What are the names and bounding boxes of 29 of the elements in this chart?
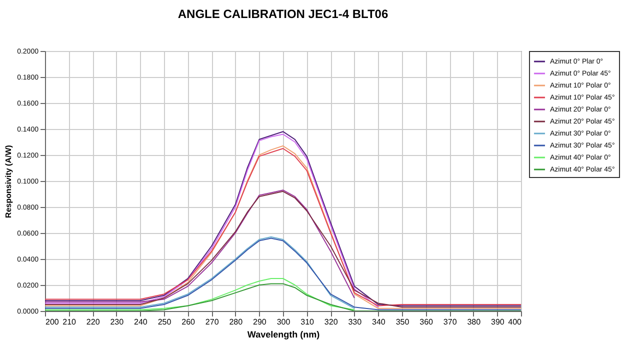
x-tick-label: 290	[253, 318, 267, 326]
x-tick-label: 340	[372, 318, 386, 326]
line-series	[45, 278, 355, 310]
x-tick-label: 320	[324, 318, 338, 326]
x-tick-label: 270	[205, 318, 220, 326]
x-tick-label: 220	[86, 318, 100, 326]
x-tick-label: 310	[300, 318, 315, 326]
line-series	[45, 236, 355, 309]
x-tick-label: 370	[443, 318, 458, 326]
x-tick-label: 330	[348, 318, 362, 326]
x-tick-label: 200	[46, 318, 60, 326]
line-series	[45, 190, 355, 302]
x-tick-label: 350	[396, 318, 410, 326]
x-tick-label: 230	[110, 318, 124, 326]
y-axis-title: Responsivity (A/W)	[4, 144, 14, 218]
line-series	[45, 134, 379, 308]
chart-title: ANGLE CALIBRATION JEC1-4 BLT06	[178, 7, 388, 21]
x-axis-title: Wavelength (nm)	[247, 330, 320, 340]
x-tick-label: 360	[420, 318, 434, 326]
x-tick-label: 390	[491, 318, 505, 326]
x-tick-label: 280	[229, 318, 244, 326]
x-tick-label: 380	[467, 318, 482, 326]
line-series	[45, 190, 521, 308]
x-tick-label: 400	[508, 318, 522, 326]
x-tick-label: 250	[158, 318, 172, 326]
x-tick-label: 300	[276, 318, 291, 326]
x-tick-label: 210	[62, 318, 77, 326]
x-tick-label: 260	[182, 318, 196, 326]
x-tick-label: 240	[134, 318, 148, 326]
